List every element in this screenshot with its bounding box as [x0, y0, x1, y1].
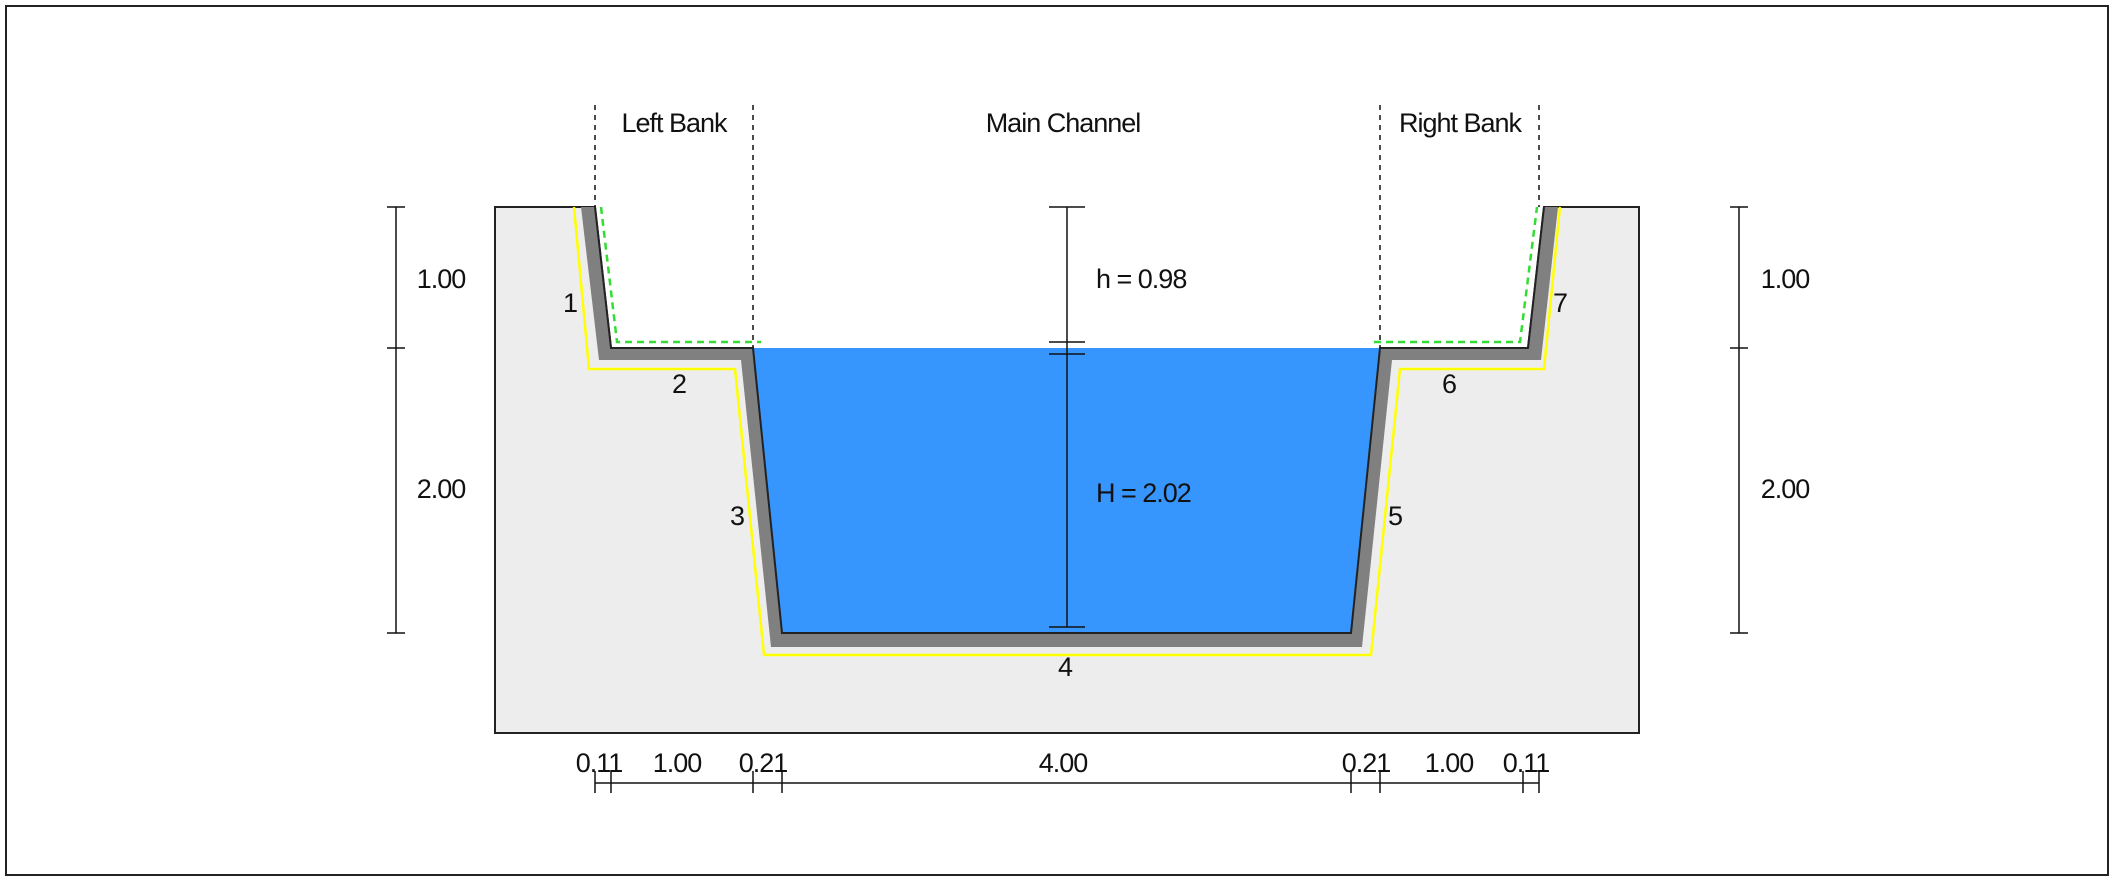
zone-label-right-bank: Right Bank [1399, 108, 1523, 138]
outer-boundary-line [572, 206, 1562, 657]
left-dim-lower: 2.00 [417, 474, 466, 504]
zone-label-main-channel: Main Channel [986, 108, 1141, 138]
left-vertical-dimension [387, 206, 405, 634]
segment-label-7: 7 [1553, 288, 1567, 318]
segment-label-4: 4 [1058, 652, 1073, 682]
segment-label-6: 6 [1442, 369, 1456, 399]
bottom-dim-left-bank: 1.00 [653, 748, 702, 778]
bottom-dim-right-outer: 0.11 [1503, 748, 1550, 778]
segment-label-3: 3 [730, 501, 744, 531]
lining-inner-edge [594, 206, 1545, 634]
right-dim-upper: 1.00 [1761, 264, 1810, 294]
segment-label-2: 2 [672, 369, 686, 399]
water-depth-label: H = 2.02 [1096, 478, 1191, 508]
right-vertical-dimension [1730, 206, 1748, 634]
frame-border [5, 5, 2109, 876]
left-bank-line [599, 206, 761, 344]
zone-separators [594, 105, 1540, 348]
bottom-dim-left-slope: 0.21 [739, 748, 788, 778]
segment-label-5: 5 [1388, 501, 1402, 531]
bottom-dim-left-outer: 0.11 [576, 748, 623, 778]
right-dim-lower: 2.00 [1761, 474, 1810, 504]
depth-dimension [1049, 206, 1085, 628]
bottom-dimension-chain [594, 771, 1540, 793]
bottom-dim-right-bank: 1.00 [1425, 748, 1474, 778]
segment-label-1: 1 [563, 288, 577, 318]
bottom-dim-right-slope: 0.21 [1342, 748, 1391, 778]
right-bank-line [1374, 206, 1539, 344]
bottom-dim-channel: 4.00 [1039, 748, 1088, 778]
freeboard-label: h = 0.98 [1096, 264, 1186, 294]
zone-label-left-bank: Left Bank [621, 108, 728, 138]
left-dim-upper: 1.00 [417, 264, 466, 294]
